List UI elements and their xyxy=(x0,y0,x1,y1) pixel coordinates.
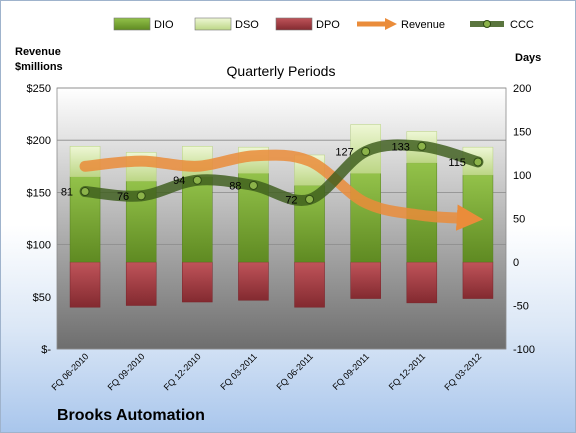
legend-swatch-dso xyxy=(194,17,232,31)
bar-dpo xyxy=(350,261,381,299)
ccc-point xyxy=(305,194,315,204)
right-tick-label: -100 xyxy=(513,344,535,356)
ccc-point xyxy=(417,141,427,151)
bar-dpo xyxy=(182,261,213,303)
category-label: FQ 12-2010 xyxy=(162,351,203,392)
legend-label-dpo: DPO xyxy=(316,19,340,31)
left-tick-label: $250 xyxy=(27,83,51,95)
category-label: FQ 06-2011 xyxy=(274,351,315,392)
left-axis-title-line1: Revenue xyxy=(15,46,61,58)
left-axis-title: Revenue $millions xyxy=(15,45,63,75)
left-tick-label: $- xyxy=(41,344,51,356)
ccc-point xyxy=(136,191,146,201)
right-tick-label: 100 xyxy=(513,170,531,182)
bar-dpo xyxy=(294,261,325,308)
legend-label-dso: DSO xyxy=(235,19,259,31)
right-tick-label: -50 xyxy=(513,301,529,313)
right-axis-title: Days xyxy=(515,52,542,64)
ccc-data-label: 127 xyxy=(335,147,353,159)
bar-dpo xyxy=(406,261,438,304)
legend-swatch-dpo xyxy=(275,17,313,31)
chart-title: Quarterly Periods xyxy=(227,63,336,79)
category-label: FQ 06-2010 xyxy=(49,351,90,392)
legend-label-ccc: CCC xyxy=(510,19,534,31)
ccc-data-label: 81 xyxy=(61,187,73,199)
legend: DIO DSO DPO Revenue CCC xyxy=(113,17,534,31)
ccc-point xyxy=(80,187,90,197)
right-tick-label: 200 xyxy=(513,83,531,95)
category-label: FQ 09-2011 xyxy=(331,351,372,392)
bar-dpo xyxy=(238,261,269,301)
ccc-data-label: 88 xyxy=(229,180,241,192)
category-label: FQ 03-2012 xyxy=(442,351,483,392)
ccc-data-label: 94 xyxy=(173,175,185,187)
ccc-data-label: 72 xyxy=(285,194,297,206)
legend-label-revenue: Revenue xyxy=(401,19,445,31)
ccc-line xyxy=(79,139,484,207)
category-label: FQ 09-2010 xyxy=(106,351,147,392)
left-tick-label: $100 xyxy=(27,240,51,252)
ccc-data-label: 133 xyxy=(391,141,409,153)
right-tick-label: 50 xyxy=(513,214,525,226)
legend-marker-ccc xyxy=(483,20,491,28)
ccc-point xyxy=(248,180,258,190)
category-label: FQ 03-2011 xyxy=(218,351,259,392)
revenue-line xyxy=(79,149,484,231)
left-tick-label: $150 xyxy=(27,187,51,199)
ccc-data-label: 76 xyxy=(117,191,129,203)
bar-dpo xyxy=(462,261,494,299)
right-tick-label: 0 xyxy=(513,257,519,269)
right-tick-label: 150 xyxy=(513,127,531,139)
ccc-point xyxy=(361,147,371,157)
category-label: FQ 12-2011 xyxy=(387,351,428,392)
left-axis-title-line2: $millions xyxy=(15,61,63,73)
ccc-point xyxy=(473,157,483,167)
legend-swatch-dio xyxy=(113,17,151,31)
bar-dio xyxy=(350,173,381,263)
ccc-data-label: 115 xyxy=(448,157,466,169)
company-name: Brooks Automation xyxy=(57,407,205,424)
left-tick-label: $50 xyxy=(33,292,51,304)
left-tick-label: $200 xyxy=(27,135,51,147)
ccc-point xyxy=(192,175,202,185)
bar-dio xyxy=(182,176,213,263)
bar-dpo xyxy=(69,261,101,308)
legend-label-dio: DIO xyxy=(154,19,174,31)
bar-dpo xyxy=(125,261,157,306)
